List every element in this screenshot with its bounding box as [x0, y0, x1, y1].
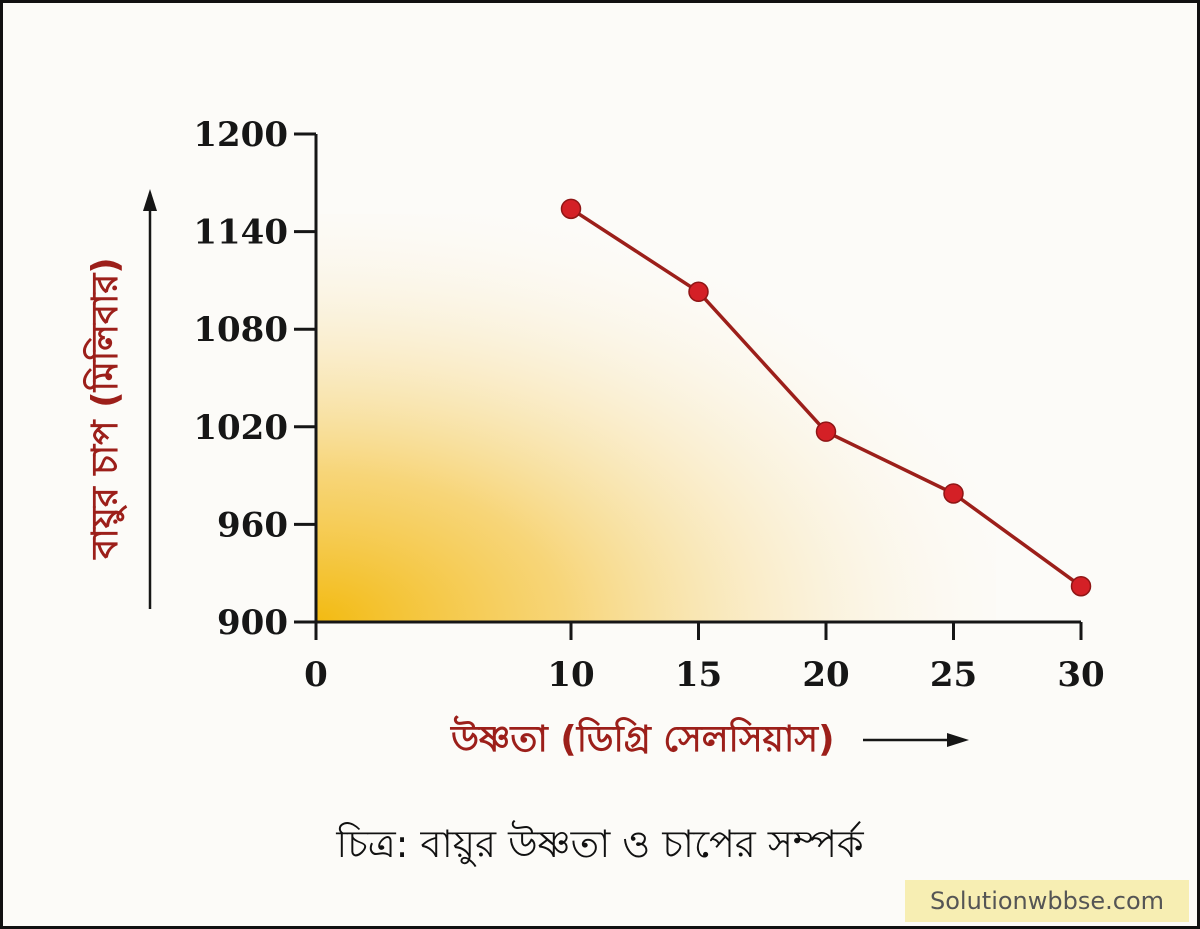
x-tick-label: 25 — [930, 655, 977, 695]
y-tick-label: 1080 — [193, 310, 288, 350]
y-axis-title: বায়ুর চাপ (মিলিবার) — [83, 257, 128, 560]
x-axis-arrow-head — [947, 733, 969, 747]
x-tick-label: 20 — [802, 655, 849, 695]
data-point — [560, 198, 582, 220]
figure-caption: চিত্র: বায়ুর উষ্ণতা ও চাপের সম্পর্ক — [336, 822, 864, 866]
y-tick-label: 900 — [217, 603, 288, 643]
data-point — [815, 421, 837, 442]
data-point — [943, 483, 964, 504]
watermark-badge: Solutionwbbse.com — [905, 880, 1189, 922]
x-tick-label: 0 — [304, 655, 328, 695]
y-axis-arrow-head — [143, 189, 157, 211]
y-tick-label: 1140 — [193, 213, 288, 253]
x-tick-label: 15 — [675, 655, 722, 695]
line-chart: 900 960 1020 1080 1140 1200 0 10 15 20 25 30 বায়ুর… — [83, 115, 1105, 760]
x-axis-title: উষ্ণতা (ডিগ্রি সেলসিয়াস) — [449, 715, 835, 760]
y-tick-label: 1200 — [193, 115, 288, 155]
warm-shading — [316, 214, 996, 622]
y-tick-label: 960 — [217, 505, 288, 545]
data-point — [688, 281, 709, 303]
x-tick-label: 30 — [1057, 655, 1104, 695]
y-tick-label: 1020 — [193, 408, 288, 448]
data-point — [1070, 575, 1092, 597]
x-tick-label: 10 — [547, 655, 594, 695]
